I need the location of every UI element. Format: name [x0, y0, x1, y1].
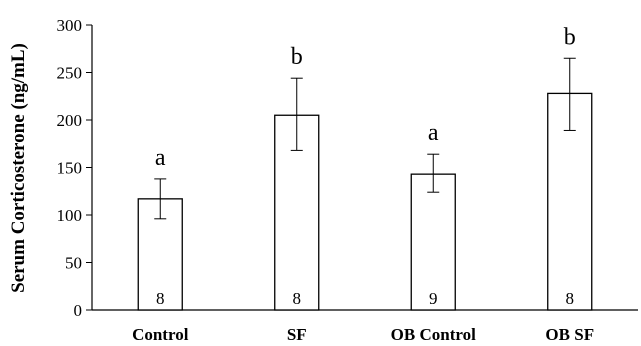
y-axis-label: Serum Corticosterone (ng/mL): [8, 43, 29, 293]
y-ticks: 0 50 100 150 200 250 300: [57, 16, 92, 320]
x-tick-label: SF: [287, 325, 307, 344]
significance-letter: a: [428, 120, 439, 146]
x-tick-labels: Control SF OB Control OB SF: [132, 325, 594, 344]
x-tick-label: OB Control: [391, 325, 476, 344]
bars: a 8 b 8 a 9 b 8: [137, 24, 593, 311]
n-label: 9: [429, 289, 438, 308]
y-tick-label: 50: [65, 254, 82, 273]
y-tick-label: 150: [57, 159, 83, 178]
y-tick-label: 250: [57, 64, 83, 83]
bar: [410, 173, 456, 311]
x-tick-label: OB SF: [545, 325, 594, 344]
significance-letter: a: [155, 145, 166, 171]
y-tick-label: 0: [74, 301, 83, 320]
significance-letter: b: [291, 44, 303, 70]
n-label: 8: [566, 289, 575, 308]
n-label: 8: [156, 289, 165, 308]
n-label: 8: [293, 289, 302, 308]
y-tick-label: 300: [57, 16, 83, 35]
y-tick-label: 100: [57, 206, 83, 225]
significance-letter: b: [564, 24, 576, 50]
x-tick-label: Control: [132, 325, 189, 344]
y-tick-label: 200: [57, 111, 83, 130]
